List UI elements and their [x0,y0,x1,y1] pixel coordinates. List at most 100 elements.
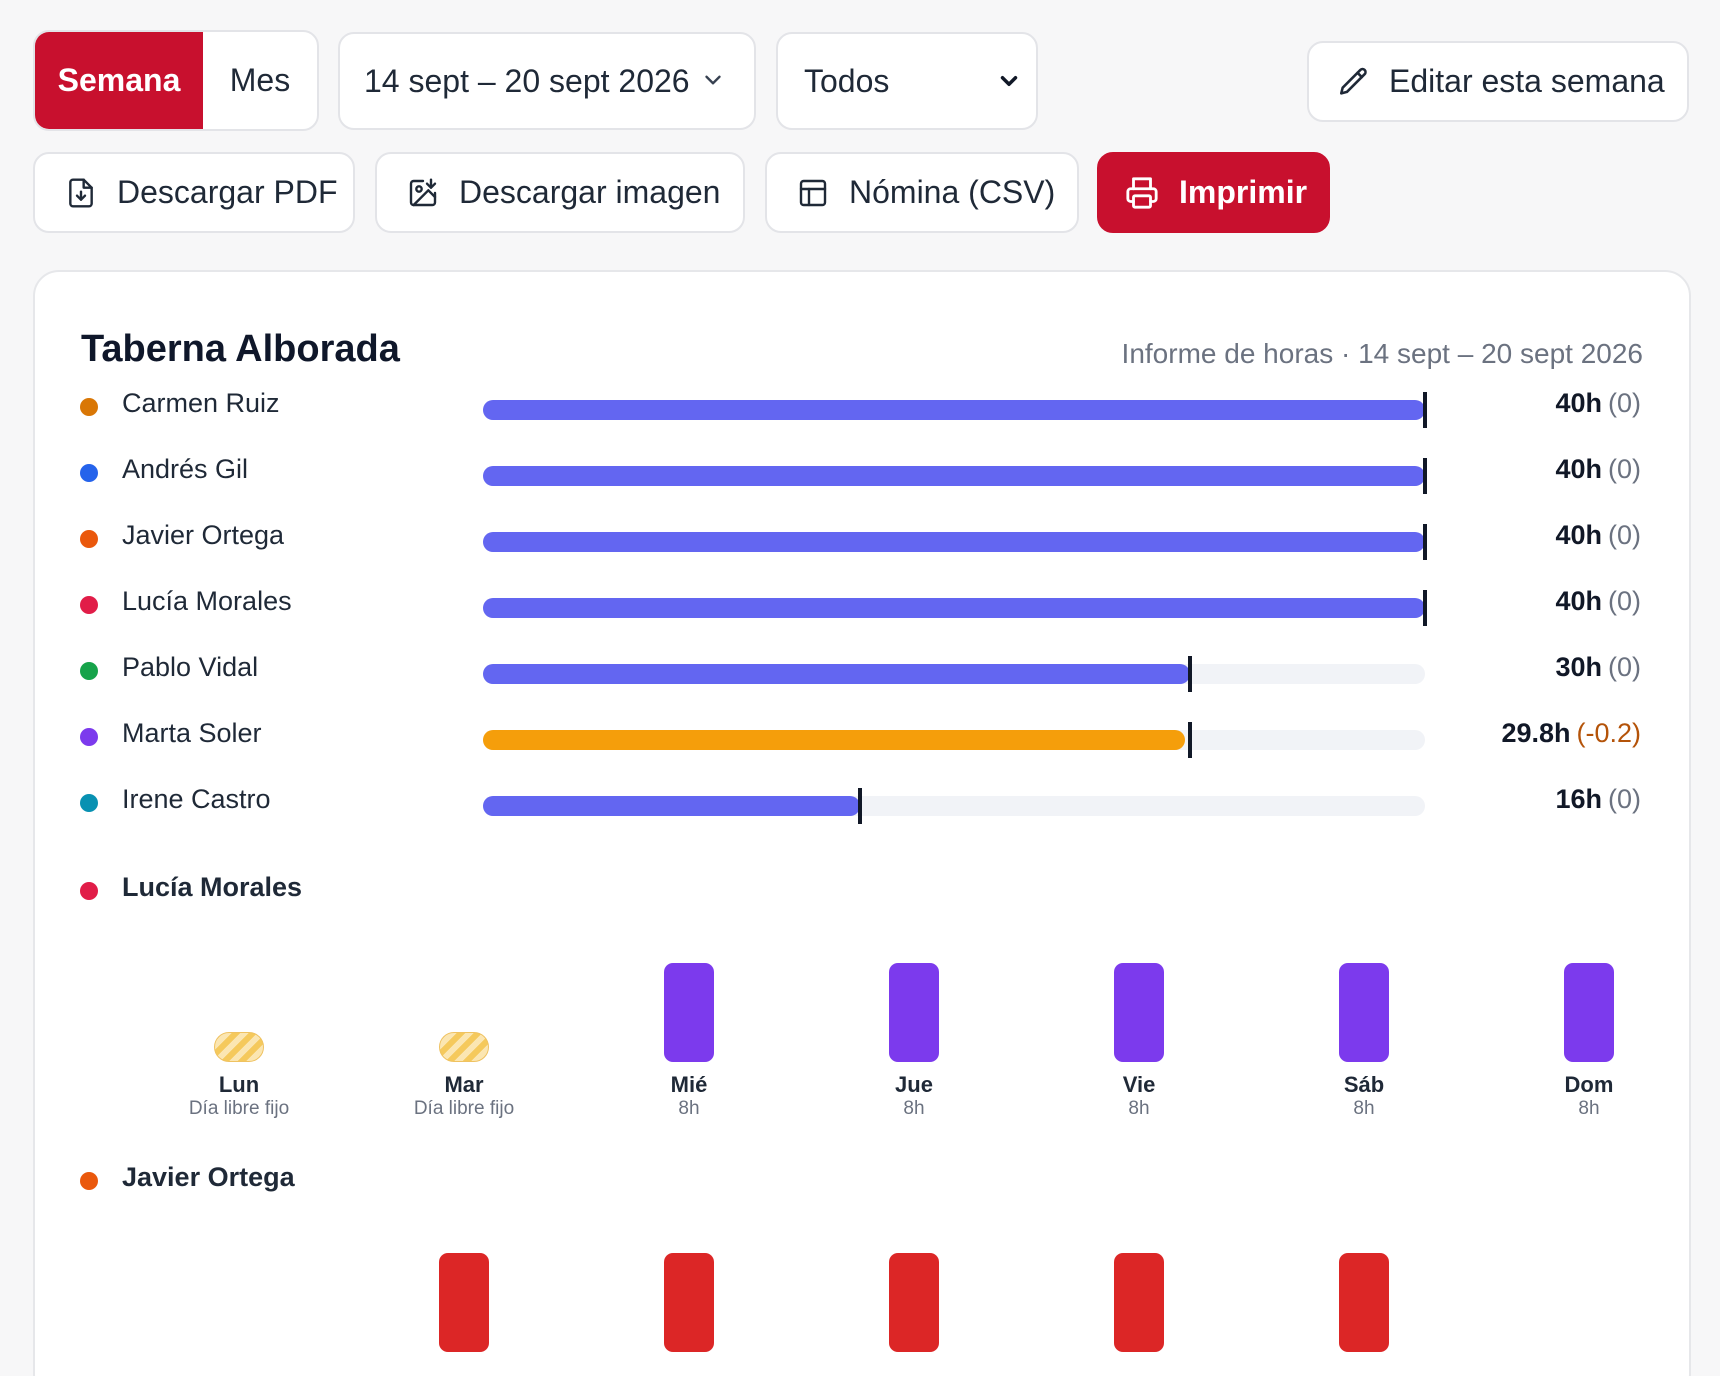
day-label: Mié [670,1072,708,1097]
view-toggle: Semana Mes [33,30,319,131]
target-marker [857,788,862,824]
hours-bar-track [483,788,1425,824]
detail-section-header: Lucía Morales [35,870,1689,910]
employee-name: Andrés Gil [122,454,249,484]
employee-color-dot [80,728,98,746]
month-view-button[interactable]: Mes [229,62,291,98]
day-column: Mié 8h [589,918,789,1119]
hours-total: 40h (0) [1555,388,1641,419]
date-range-select[interactable]: 14 sept – 20 sept 2026 [338,32,756,130]
employee-color-dot [80,1172,98,1190]
detail-section-header: Javier Ortega [35,1160,1689,1200]
employee-name: Javier Ortega [122,520,285,550]
employee-color-dot [80,398,98,416]
target-marker [1423,590,1427,626]
edit-week-button[interactable]: Editar esta semana [1307,41,1689,122]
target-marker [1423,458,1427,494]
day-hours-bar [1564,962,1614,1062]
employee-hours-row: Andrés Gil 40h (0) [35,452,1689,494]
edit-week-label: Editar esta semana [1389,63,1665,99]
employee-hours-row: Pablo Vidal 30h (0) [35,650,1689,692]
hours-bar-fill [483,730,1185,750]
day-label: Sáb [1343,1072,1385,1097]
hours-total: 16h (0) [1555,784,1641,815]
hours-bar-track [483,656,1425,692]
download-pdf-button[interactable]: Descargar PDF [33,152,355,233]
employee-filter-value: Todos [804,62,890,99]
payroll-csv-label: Nómina (CSV) [849,174,1056,210]
detail-employee-name: Javier Ortega [122,1162,295,1192]
day-hours-bar [1339,962,1389,1062]
hours-delta: (0) [1608,520,1641,550]
hours-value: 40h [1555,520,1602,550]
employee-name: Carmen Ruiz [122,388,280,418]
hours-bar-track [483,590,1427,626]
hours-value: 30h [1555,652,1602,682]
day-column [589,1208,789,1376]
day-column [1039,1208,1239,1376]
day-label: Dom [1564,1072,1614,1097]
employee-color-dot [80,662,98,680]
day-column [1264,1208,1464,1376]
day-column [139,1208,339,1376]
hours-total: 40h (0) [1555,520,1641,551]
detail-employee-name: Lucía Morales [122,872,303,902]
day-note: 8h [1353,1098,1375,1119]
hours-delta: (0) [1608,454,1641,484]
hours-delta: (0) [1608,652,1641,682]
hours-delta: (-0.2) [1576,718,1641,748]
day-column [1489,1208,1689,1376]
print-label: Imprimir [1179,174,1308,210]
day-hours-bar [889,962,939,1062]
download-image-label: Descargar imagen [459,174,721,210]
day-off-marker [439,1032,489,1062]
hours-total: 40h (0) [1555,454,1641,485]
hours-bar-fill [483,400,1425,420]
file-download-icon [65,177,97,209]
employee-color-dot [80,882,98,900]
week-view-button[interactable]: Semana [35,32,203,129]
chevron-down-icon [996,65,1022,102]
table-icon [797,177,829,209]
hours-bar-fill [483,532,1425,552]
day-column [364,1208,564,1376]
employee-name: Irene Castro [122,784,271,814]
day-column: Lun Día libre fijo [139,918,339,1119]
day-hours-bar [664,1252,714,1352]
hours-bar-track [483,524,1427,560]
pencil-icon [1337,65,1371,99]
day-note: Día libre fijo [188,1098,290,1119]
hours-bar-track [483,722,1425,758]
hours-total: 29.8h (-0.2) [1501,718,1641,749]
day-hours-bar [1114,1252,1164,1352]
hours-value: 40h [1555,586,1602,616]
report-title: Taberna Alborada [81,328,400,370]
hours-delta: (0) [1608,784,1641,814]
employee-name: Marta Soler [122,718,262,748]
image-download-icon [407,177,439,209]
hours-bar-track [483,458,1427,494]
day-hours-bar [1339,1252,1389,1352]
employee-hours-row: Carmen Ruiz 40h (0) [35,386,1689,428]
target-marker [1423,392,1427,428]
employee-filter-select[interactable]: Todos [776,32,1038,130]
day-note: 8h [678,1098,700,1119]
download-image-button[interactable]: Descargar imagen [375,152,745,233]
employee-hours-row: Javier Ortega 40h (0) [35,518,1689,560]
hours-value: 40h [1555,454,1602,484]
employee-color-dot [80,530,98,548]
hours-delta: (0) [1608,388,1641,418]
print-button[interactable]: Imprimir [1097,152,1330,233]
day-column: Mar Día libre fijo [364,918,564,1119]
employee-hours-row: Lucía Morales 40h (0) [35,584,1689,626]
target-marker [1187,722,1192,758]
day-label: Lun [218,1072,260,1097]
employee-hours-row: Irene Castro 16h (0) [35,782,1689,824]
day-note: 8h [903,1098,925,1119]
download-pdf-label: Descargar PDF [117,174,338,210]
hours-total: 30h (0) [1555,652,1641,683]
day-note: Día libre fijo [413,1098,515,1119]
payroll-csv-button[interactable]: Nómina (CSV) [765,152,1079,233]
day-column [814,1208,1014,1376]
target-marker [1423,524,1427,560]
